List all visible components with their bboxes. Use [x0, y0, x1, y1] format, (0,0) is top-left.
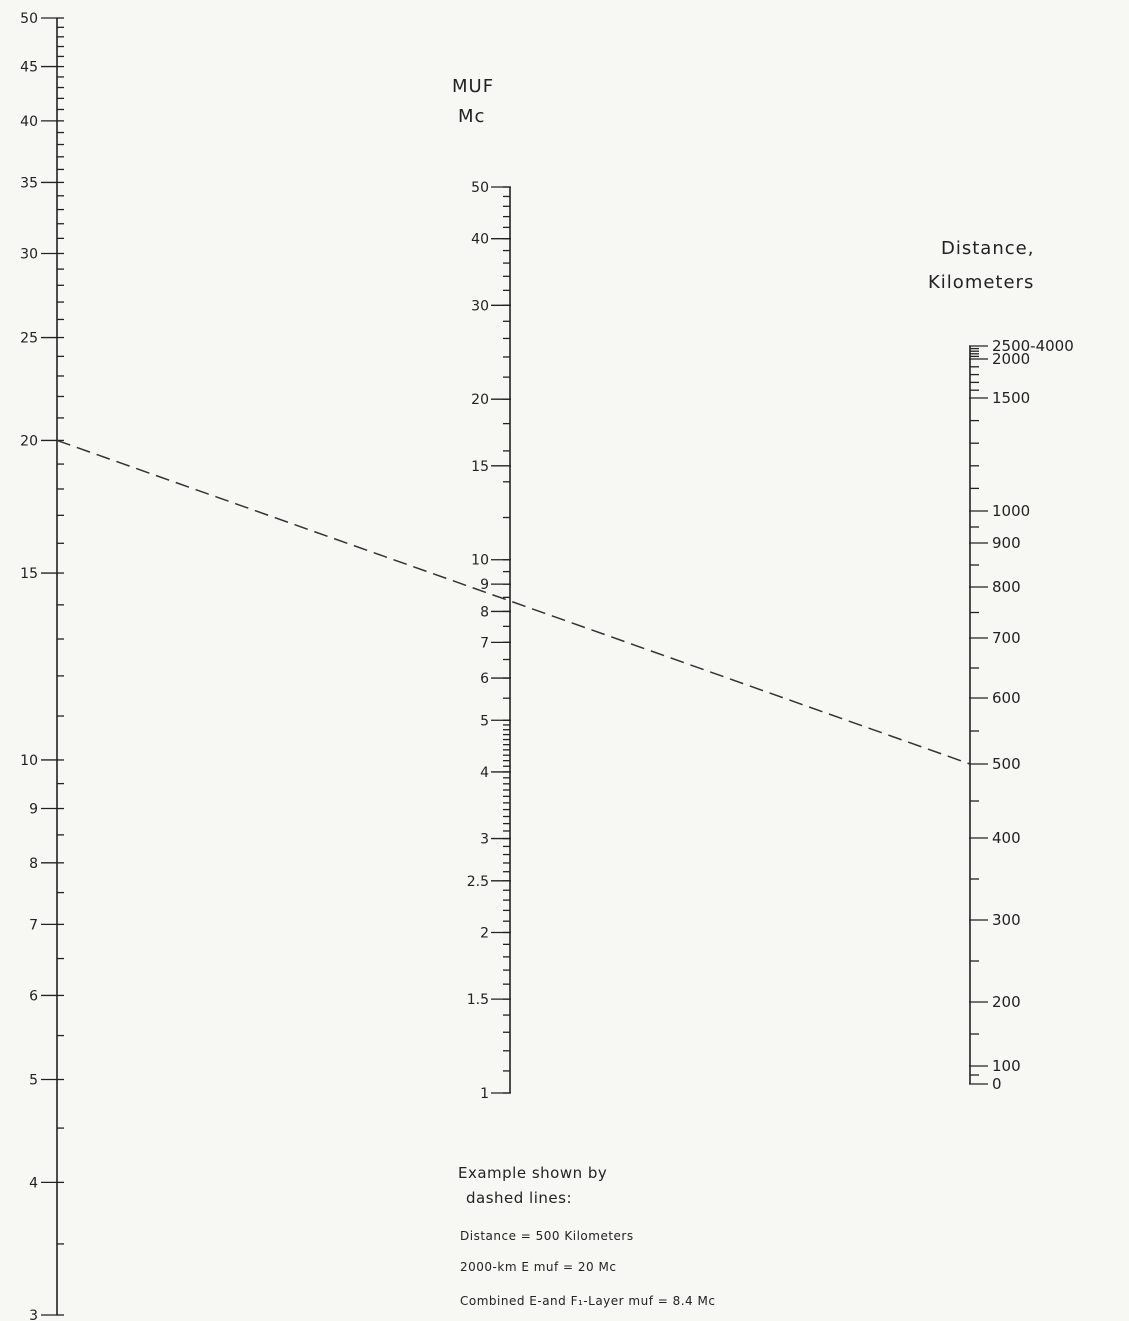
middle-tick-label: 5 [480, 713, 489, 729]
example-heading-line2: dashed lines: [466, 1189, 572, 1207]
right-tick-label: 200 [992, 993, 1021, 1011]
middle-tick-label: 40 [471, 232, 489, 248]
right-tick-label: 400 [992, 829, 1021, 847]
middle-tick-label: 15 [471, 459, 489, 475]
right-tick-label: 1500 [992, 389, 1030, 407]
middle-tick-label: 4 [480, 765, 489, 781]
right-tick-label: 700 [992, 629, 1021, 647]
right-tick-label: 500 [992, 755, 1021, 773]
middle-tick-label: 30 [471, 298, 489, 314]
right-tick-label: 900 [992, 534, 1021, 552]
left-tick-label: 4 [29, 1175, 38, 1191]
left-tick-label: 40 [20, 114, 38, 130]
middle-tick-label: 6 [480, 671, 489, 687]
left-scale-e-muf: 50 45 40 35 30 25 20 15 10 9 8 7 6 5 4 3 [20, 11, 64, 1321]
middle-tick-label: 2 [480, 925, 489, 941]
middle-scale-combined-muf: 50 40 30 20 15 10 9 8 7 6 5 4 3 2.5 2 1.5 1 [467, 180, 511, 1102]
middle-tick-label: 3 [480, 832, 489, 848]
right-tick-label: 300 [992, 911, 1021, 929]
right-tick-label: 2500-4000 [992, 337, 1074, 355]
example-e-muf-text: 2000-km E muf = 20 Mc [460, 1260, 617, 1274]
muf-title-line1: MUF [452, 76, 495, 97]
example-dashed-line-segment [56, 439, 971, 765]
example-heading-line1: Example shown by [458, 1164, 608, 1182]
left-tick-label: 8 [29, 856, 38, 872]
middle-tick-label: 8 [480, 604, 489, 620]
right-tick-label: 1000 [992, 502, 1030, 520]
example-combined-muf-text: Combined E-and F₁-Layer muf = 8.4 Mc [460, 1294, 716, 1308]
left-tick-label: 9 [29, 802, 38, 818]
left-tick-label: 35 [20, 175, 38, 191]
left-tick-label: 30 [20, 246, 38, 262]
left-tick-label: 20 [20, 433, 38, 449]
distance-title-line1: Distance, [941, 238, 1035, 259]
muf-title-line2: Mc [458, 106, 486, 127]
example-dashed-line [56, 439, 971, 765]
middle-tick-label: 2.5 [467, 874, 489, 890]
right-tick-label: 600 [992, 689, 1021, 707]
middle-tick-label: 50 [471, 180, 489, 196]
left-tick-label: 50 [20, 11, 38, 27]
middle-tick-label: 10 [471, 553, 489, 569]
example-distance-text: Distance = 500 Kilometers [460, 1229, 634, 1243]
left-tick-label: 10 [20, 753, 38, 769]
middle-tick-label: 7 [480, 635, 489, 651]
right-tick-label: 100 [992, 1057, 1021, 1075]
left-tick-label: 3 [29, 1308, 38, 1321]
distance-title-line2: Kilometers [928, 272, 1035, 293]
middle-tick-label: 20 [471, 392, 489, 408]
left-tick-label: 7 [29, 917, 38, 933]
middle-tick-label: 1.5 [467, 992, 489, 1008]
middle-tick-label: 9 [480, 577, 489, 593]
left-tick-label: 45 [20, 60, 38, 76]
left-tick-label: 15 [20, 566, 38, 582]
right-tick-label: 0 [992, 1075, 1002, 1093]
left-tick-label: 5 [29, 1073, 38, 1089]
middle-tick-label: 1 [480, 1086, 489, 1102]
right-tick-label: 2000 [992, 350, 1030, 368]
left-tick-label: 25 [20, 331, 38, 347]
left-tick-label: 6 [29, 988, 38, 1004]
right-tick-label: 800 [992, 578, 1021, 596]
